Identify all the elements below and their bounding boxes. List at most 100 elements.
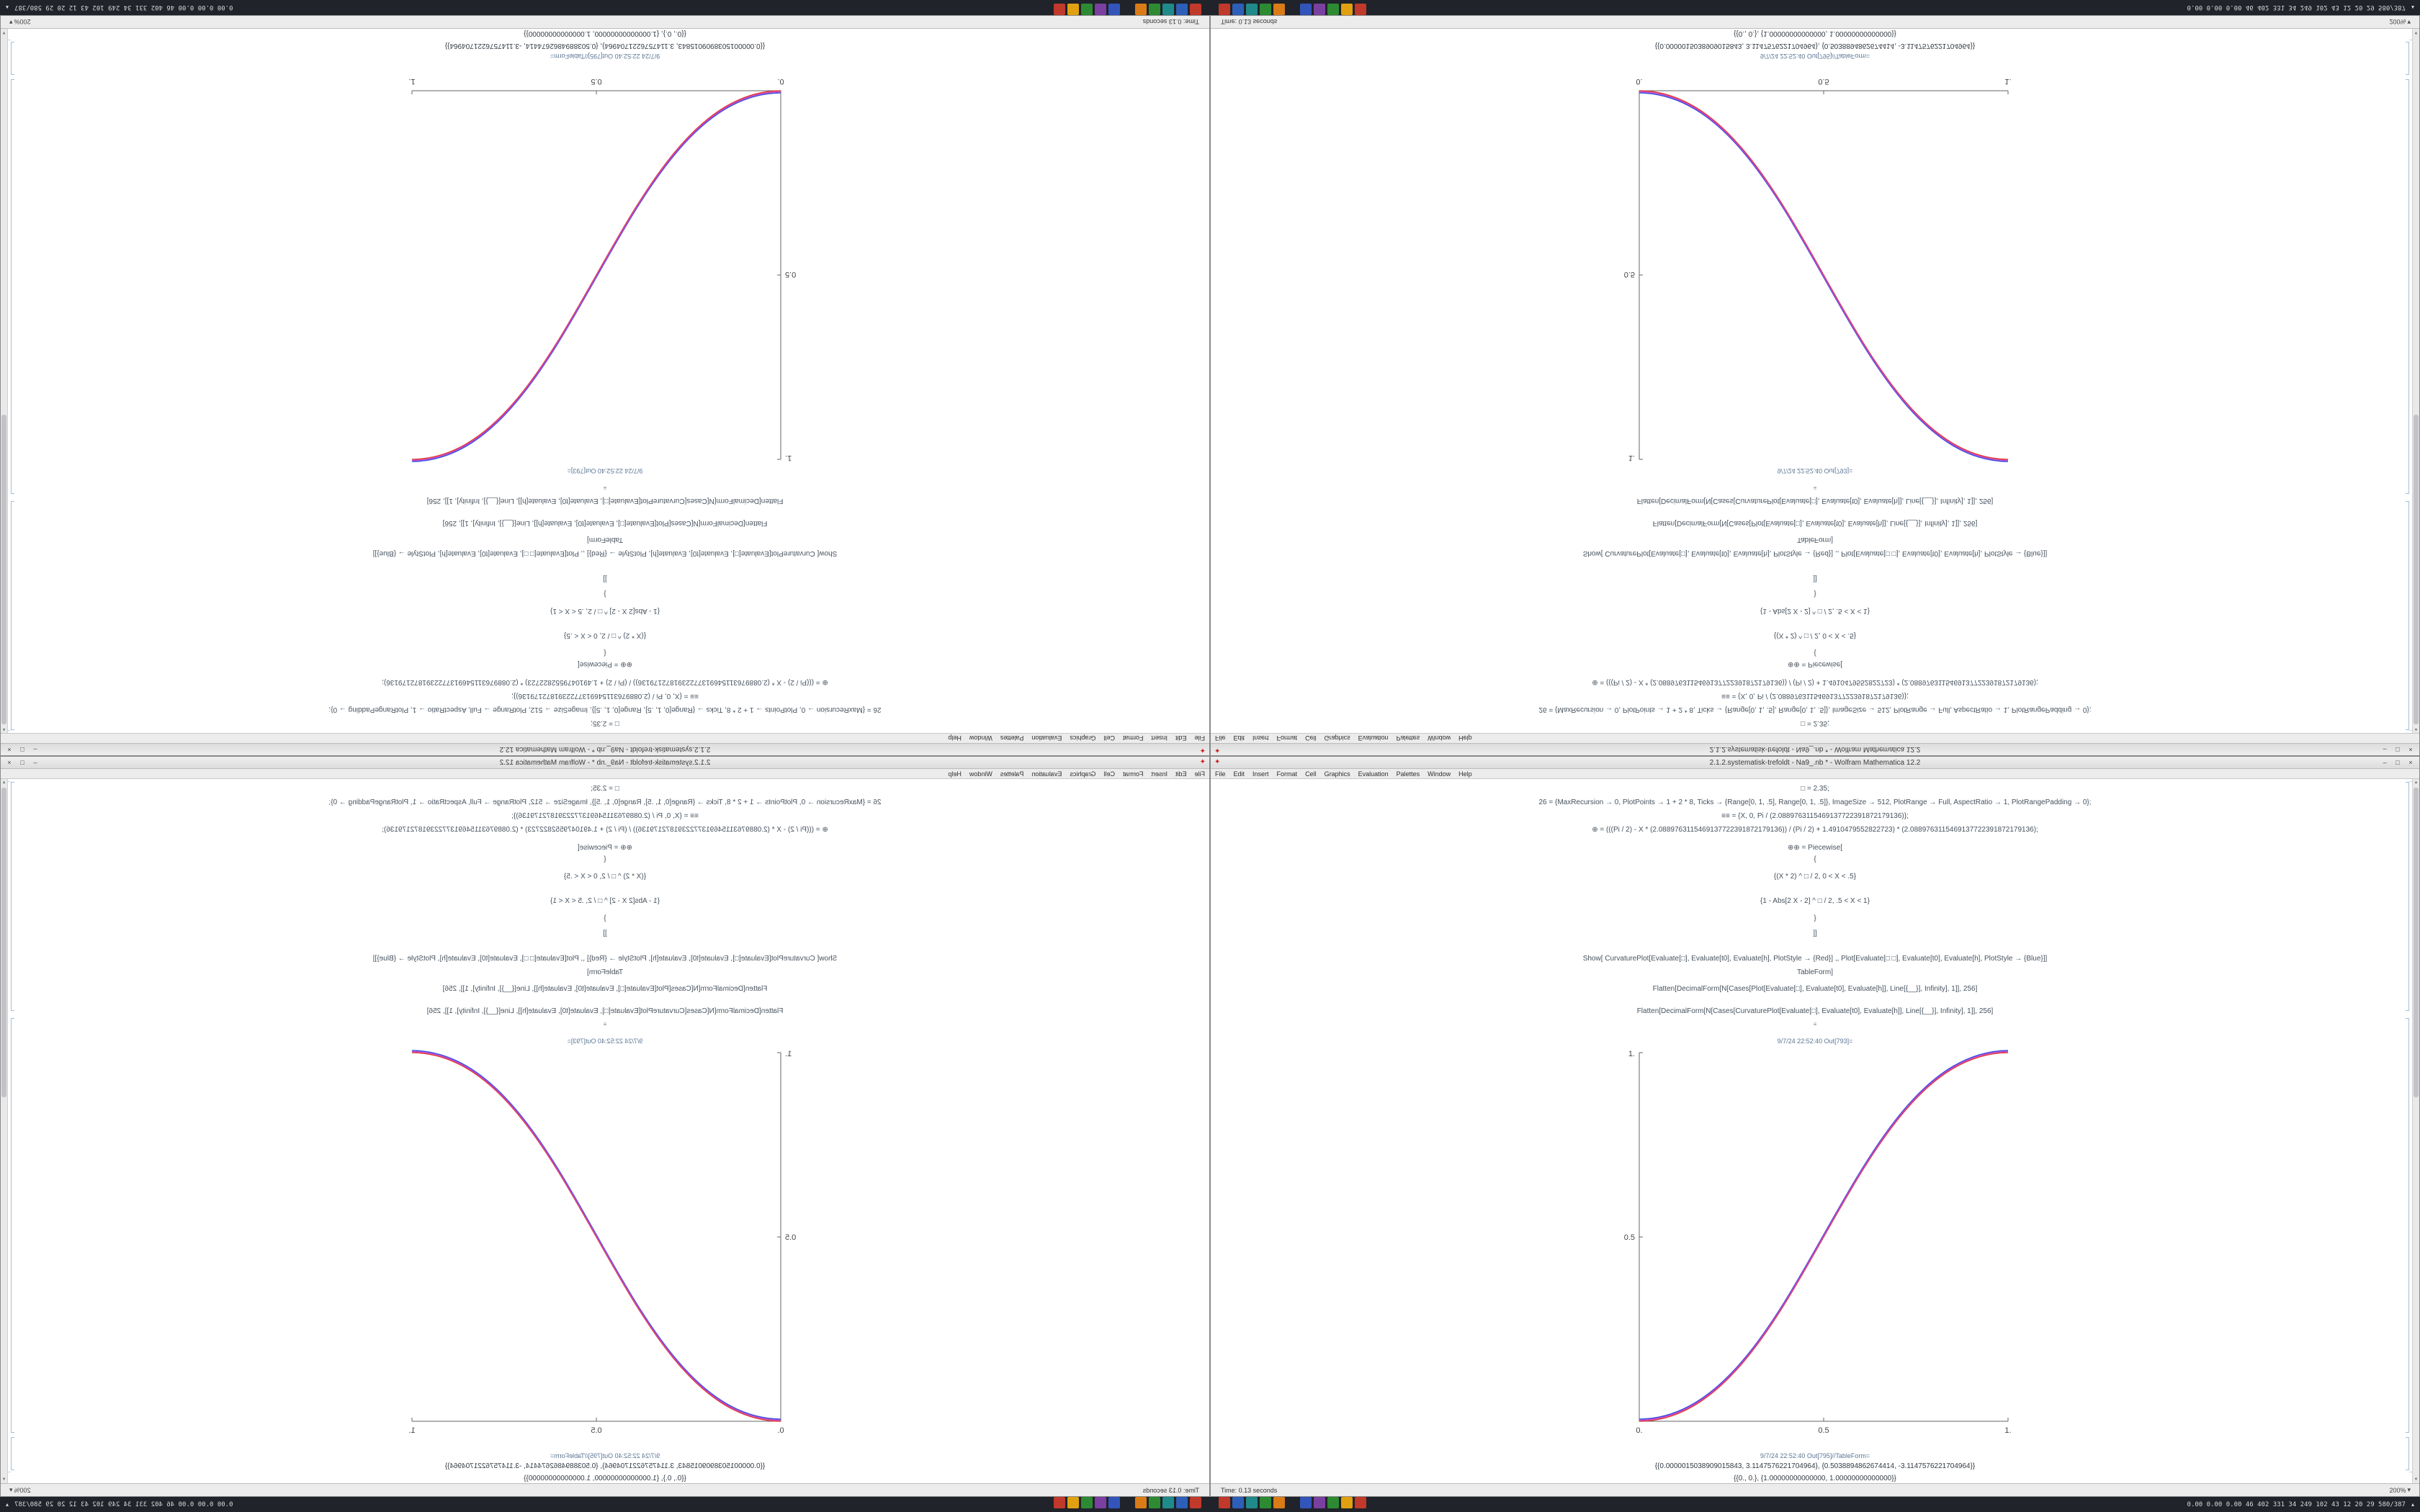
notebook-area[interactable]: □ = 2.35; 26 = {MaxRecursion → 0, PlotPo… [1211, 29, 2419, 733]
output-cell-bracket[interactable] [11, 1018, 14, 1433]
menu-edit[interactable]: Edit [1233, 734, 1245, 742]
close-button[interactable]: × [7, 759, 12, 766]
taskbar-app-icon[interactable] [1095, 4, 1106, 15]
minimize-button[interactable]: – [2383, 759, 2387, 766]
menu-palettes[interactable]: Palettes [1000, 734, 1024, 742]
taskbar-app-icon[interactable] [1219, 4, 1230, 15]
taskbar-app-icon[interactable] [1054, 4, 1065, 15]
taskbar-app-icon[interactable] [1067, 4, 1079, 15]
menu-graphics[interactable]: Graphics [1324, 770, 1350, 778]
maximize-button[interactable]: □ [2396, 746, 2400, 753]
menu-window[interactable]: Window [969, 770, 992, 778]
menu-file[interactable]: File [1194, 734, 1205, 742]
taskbar-app-icon[interactable] [1327, 1497, 1339, 1508]
menu-cell[interactable]: Cell [1103, 770, 1115, 778]
menu-format[interactable]: Format [1122, 770, 1144, 778]
magnification-control[interactable]: 200% ▾ [9, 18, 31, 27]
maximize-button[interactable]: □ [20, 746, 24, 753]
menu-cell[interactable]: Cell [1305, 770, 1317, 778]
taskbar-app-icon[interactable] [1260, 1497, 1271, 1508]
scroll-up-icon[interactable]: ▲ [1, 727, 6, 732]
taskbar-app-icon[interactable] [1246, 1497, 1258, 1508]
taskbar-app-icon[interactable] [1273, 4, 1285, 15]
taskbar-app-icon[interactable] [1162, 1497, 1174, 1508]
tray-arrow-icon[interactable]: ▴ [6, 4, 9, 11]
taskbar-app-icon[interactable] [1135, 1497, 1147, 1508]
menu-help[interactable]: Help [948, 734, 962, 742]
taskbar-app-icon[interactable] [1219, 1497, 1230, 1508]
scrollbar-thumb[interactable] [2414, 788, 2419, 1097]
menu-graphics[interactable]: Graphics [1324, 734, 1350, 742]
taskbar-app-icon[interactable] [1190, 4, 1201, 15]
taskbar-app-icon[interactable] [1314, 1497, 1325, 1508]
taskbar-app-icon[interactable] [1355, 1497, 1366, 1508]
menu-insert[interactable]: Insert [1151, 734, 1168, 742]
taskbar-app-icon[interactable] [1149, 1497, 1160, 1508]
taskbar-app-icon[interactable] [1149, 4, 1160, 15]
scroll-down-icon[interactable]: ▼ [1, 1477, 6, 1482]
menu-palettes[interactable]: Palettes [1396, 734, 1420, 742]
close-button[interactable]: × [2408, 746, 2413, 753]
taskbar-app-icon[interactable] [1135, 4, 1147, 15]
notebook-area[interactable]: □ = 2.35; 26 = {MaxRecursion → 0, PlotPo… [1, 779, 1209, 1483]
taskbar-app-icon[interactable] [1190, 1497, 1201, 1508]
taskbar-app-icon[interactable] [1300, 4, 1312, 15]
menu-file[interactable]: File [1215, 734, 1226, 742]
tray-arrow-icon[interactable]: ▴ [2411, 4, 2414, 11]
menu-palettes[interactable]: Palettes [1000, 770, 1024, 778]
taskbar-app-icon[interactable] [1300, 1497, 1312, 1508]
vertical-scrollbar[interactable]: ▲ ▼ [2412, 779, 2419, 1483]
menu-edit[interactable]: Edit [1175, 734, 1187, 742]
menu-file[interactable]: File [1215, 770, 1226, 778]
table-cell-bracket[interactable] [11, 1437, 14, 1470]
menu-palettes[interactable]: Palettes [1396, 770, 1420, 778]
menu-graphics[interactable]: Graphics [1070, 770, 1096, 778]
scrollbar-thumb[interactable] [1, 415, 6, 724]
maximize-button[interactable]: □ [20, 759, 24, 766]
tray-arrow-icon[interactable]: ▴ [6, 1501, 9, 1508]
window-titlebar[interactable]: ✦ 2.1.2.systematisk-trefoldt - Na9_.nb *… [1211, 757, 2419, 769]
scroll-down-icon[interactable]: ▼ [2414, 30, 2419, 35]
table-cell-bracket[interactable] [2406, 1437, 2409, 1470]
taskbar-app-icon[interactable] [1260, 4, 1271, 15]
scroll-up-icon[interactable]: ▲ [2414, 780, 2419, 785]
taskbar-app-icon[interactable] [1327, 4, 1339, 15]
menu-help[interactable]: Help [1458, 734, 1472, 742]
output-cell-bracket[interactable] [11, 79, 14, 494]
menu-file[interactable]: File [1194, 770, 1205, 778]
menu-graphics[interactable]: Graphics [1070, 734, 1096, 742]
menu-window[interactable]: Window [1428, 734, 1451, 742]
taskbar-app-icon[interactable] [1232, 4, 1244, 15]
notebook-area[interactable]: □ = 2.35; 26 = {MaxRecursion → 0, PlotPo… [1211, 779, 2419, 1483]
taskbar-app-icon[interactable] [1108, 1497, 1120, 1508]
input-cell-bracket[interactable] [11, 501, 14, 730]
menu-format[interactable]: Format [1276, 734, 1298, 742]
taskbar-app-icon[interactable] [1246, 4, 1258, 15]
taskbar-app-icon[interactable] [1355, 4, 1366, 15]
magnification-control[interactable]: 200% ▾ [2389, 1486, 2411, 1494]
scroll-down-icon[interactable]: ▼ [2414, 1477, 2419, 1482]
window-titlebar[interactable]: ✦ 2.1.2.systematisk-trefoldt - Na9_.nb *… [1, 743, 1209, 755]
taskbar-app-icon[interactable] [1341, 4, 1353, 15]
taskbar-app-icon[interactable] [1273, 1497, 1285, 1508]
vertical-scrollbar[interactable]: ▲ ▼ [1, 779, 8, 1483]
output-cell-bracket[interactable] [2406, 79, 2409, 494]
vertical-scrollbar[interactable]: ▲ ▼ [1, 29, 8, 733]
menu-window[interactable]: Window [1428, 770, 1451, 778]
table-cell-bracket[interactable] [2406, 42, 2409, 75]
taskbar-app-icon[interactable] [1108, 4, 1120, 15]
scroll-down-icon[interactable]: ▼ [1, 30, 6, 35]
input-cell[interactable]: □ = 2.35; 26 = {MaxRecursion → 0, PlotPo… [1, 779, 1209, 1028]
taskbar-app-icon[interactable] [1176, 4, 1188, 15]
scroll-up-icon[interactable]: ▲ [1, 780, 6, 785]
input-cell-bracket[interactable] [2406, 501, 2409, 730]
table-cell-bracket[interactable] [11, 42, 14, 75]
taskbar-app-icon[interactable] [1232, 1497, 1244, 1508]
close-button[interactable]: × [7, 746, 12, 753]
taskbar-app-icon[interactable] [1162, 4, 1174, 15]
menu-cell[interactable]: Cell [1305, 734, 1317, 742]
taskbar-app-icon[interactable] [1095, 1497, 1106, 1508]
maximize-button[interactable]: □ [2396, 759, 2400, 766]
menu-insert[interactable]: Insert [1252, 770, 1269, 778]
menu-edit[interactable]: Edit [1175, 770, 1187, 778]
